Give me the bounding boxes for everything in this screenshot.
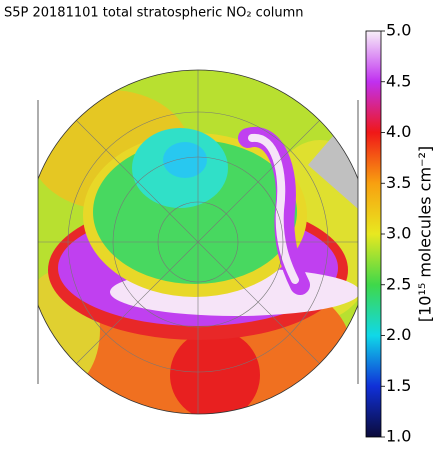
map-field [38,70,358,414]
colorbar-tick-label: 2.0 [386,325,411,344]
colorbar-label: [10¹⁵ molecules cm⁻²] [416,146,435,322]
map-outline [38,69,358,415]
colorbar-tick-label: 1.5 [386,376,411,395]
colorbar [365,30,382,438]
graticule-line [69,113,327,371]
field-patch [163,142,207,178]
field-arm [248,133,299,284]
colorbar-tick-label: 2.5 [386,274,411,293]
colorbar-tick-label: 5.0 [386,21,411,40]
title: S5P 20181101 total stratospheric NO₂ col… [4,6,304,21]
colorbar-tick-label: 1.0 [386,427,411,446]
colorbar-tick-label: 4.5 [386,71,411,90]
colorbar-tick-label: 4.0 [386,122,411,141]
map [38,69,358,415]
colorbar-tick-label: 3.0 [386,224,411,243]
colorbar-tick-label: 3.5 [386,173,411,192]
graticule [38,70,358,414]
field-patch [170,330,260,414]
